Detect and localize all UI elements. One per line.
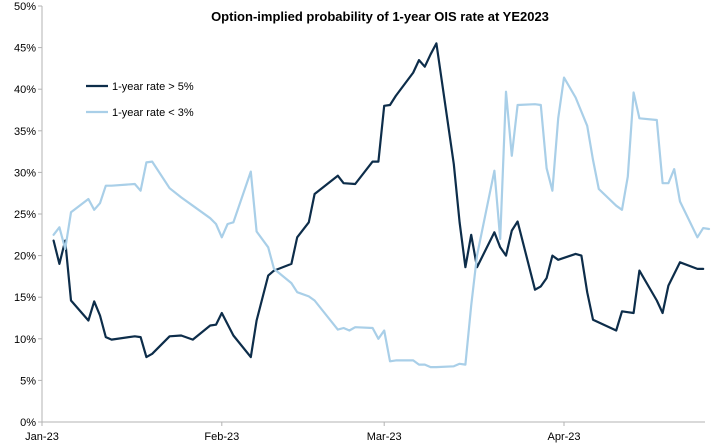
- y-tick-label: 10%: [14, 334, 36, 346]
- chart-title: Option-implied probability of 1-year OIS…: [211, 9, 549, 24]
- y-tick-label: 5%: [20, 375, 36, 387]
- x-tick-label: Feb-23: [204, 431, 239, 443]
- y-tick-label: 15%: [14, 292, 36, 304]
- y-tick-label: 45%: [14, 43, 36, 55]
- x-tick-label: Jan-23: [25, 431, 59, 443]
- legend-label-1: 1-year rate > 5%: [112, 81, 194, 93]
- series-line-2: [52, 76, 711, 369]
- y-tick-label: 40%: [14, 84, 36, 96]
- x-tick-label: Apr-23: [547, 431, 580, 443]
- legend-label-2: 1-year rate < 3%: [112, 107, 194, 119]
- y-tick-label: 0%: [20, 417, 36, 429]
- y-tick-label: 20%: [14, 251, 36, 263]
- x-tick-label: Mar-23: [367, 431, 402, 443]
- legend: 1-year rate > 5% 1-year rate < 3%: [86, 81, 194, 119]
- y-tick-label: 25%: [14, 209, 36, 221]
- y-axis-ticks: 0% 5% 10% 15% 20% 25% 30% 35% 40% 45% 50%: [14, 1, 42, 429]
- series-line-1: [52, 42, 705, 359]
- axes: [41, 6, 705, 423]
- y-tick-label: 30%: [14, 167, 36, 179]
- y-tick-label: 35%: [14, 126, 36, 138]
- x-axis-ticks: Jan-23 Feb-23 Mar-23 Apr-23: [25, 422, 581, 443]
- y-tick-label: 50%: [14, 1, 36, 13]
- series-lines: [52, 42, 711, 369]
